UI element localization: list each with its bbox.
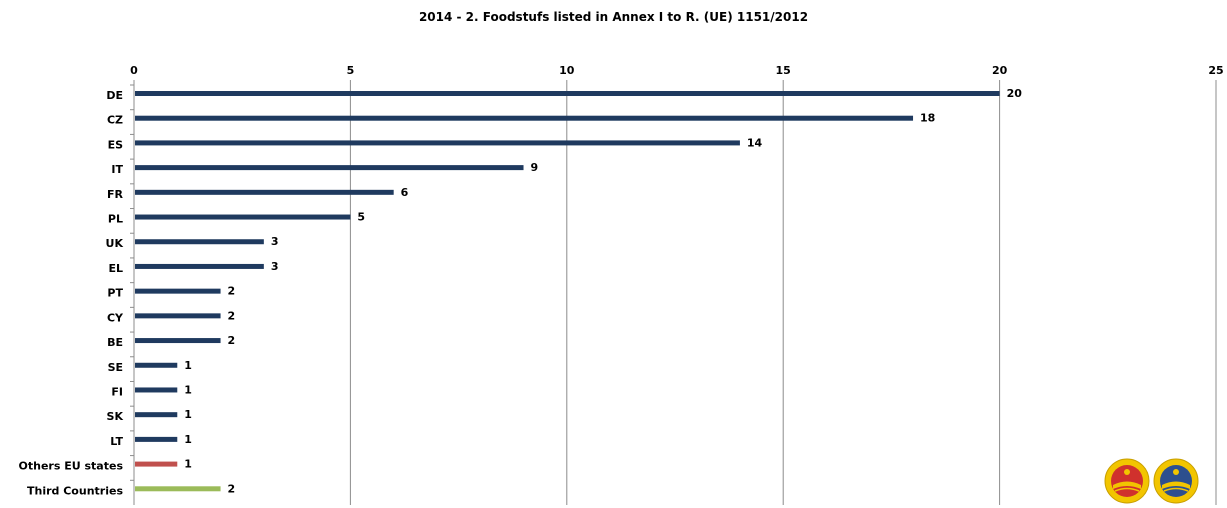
data-label: 1 [184,458,192,471]
bar [135,313,221,319]
category-label: BE [107,336,123,349]
category-label: IT [111,163,123,176]
x-tick-label: 5 [347,64,355,77]
data-label: 5 [357,211,365,224]
data-label: 1 [184,359,192,372]
category-label: SK [107,410,124,423]
data-label: 2 [228,334,236,347]
category-label: PL [108,213,123,226]
category-label: FI [111,385,123,398]
bar [135,140,740,146]
bar [135,338,221,344]
category-label: SE [108,361,123,374]
bar [135,387,178,393]
category-label: Others EU states [19,460,124,473]
category-label: FR [107,188,124,201]
bar [135,214,351,220]
bar [135,91,1000,96]
x-tick-label: 0 [130,64,138,77]
category-label: DE [106,89,123,102]
data-label: 3 [271,235,279,248]
bar [135,239,264,245]
bar [135,436,178,442]
category-label: PT [107,287,123,300]
data-label: 6 [401,186,409,199]
bar [135,165,524,171]
x-tick-label: 10 [559,64,575,77]
x-tick-label: 20 [992,64,1008,77]
bar [135,486,221,492]
data-label: 1 [184,433,192,446]
category-label: LT [110,435,123,448]
data-label: 1 [184,408,192,421]
data-label: 9 [531,161,539,174]
chart-title: 2014 - 2. Foodstufs listed in Annex I to… [418,10,809,24]
data-label: 2 [228,309,236,322]
data-label: 3 [271,260,279,273]
bar [135,362,178,368]
category-label: CZ [107,114,123,127]
bar [135,189,394,195]
bar [135,288,221,294]
data-label: 14 [747,136,763,149]
bar [135,461,178,467]
bar [135,412,178,418]
bar [135,263,264,269]
eu-quality-logos [1104,458,1199,504]
bar [135,115,914,121]
pdo-seal-icon [1104,458,1150,504]
data-label: 20 [1007,87,1023,100]
category-label: CY [107,311,124,324]
data-label: 1 [184,383,192,396]
pgi-seal-icon [1153,458,1199,504]
category-label: EL [108,262,123,275]
category-label: UK [106,237,124,250]
data-label: 2 [228,285,236,298]
category-label: ES [108,138,124,151]
data-label: 2 [228,482,236,495]
category-label: Third Countries [27,484,123,497]
x-tick-label: 15 [776,64,791,77]
x-tick-label: 25 [1208,64,1223,77]
data-label: 18 [920,112,935,125]
